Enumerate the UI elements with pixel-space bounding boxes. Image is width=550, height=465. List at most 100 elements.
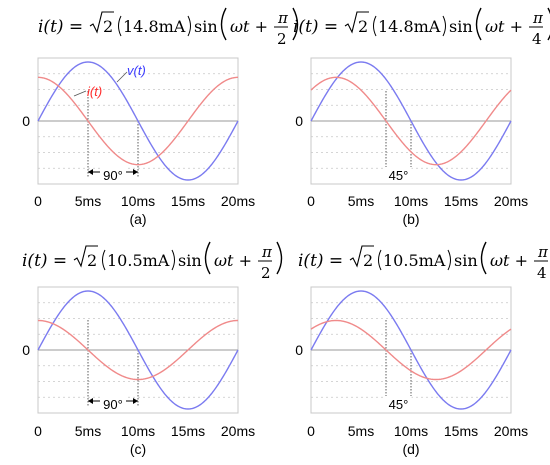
x-tick-label: 0 (307, 193, 315, 209)
big-paren-close (276, 241, 283, 275)
big-paren-close (547, 7, 550, 41)
series-line-voltage (310, 290, 512, 410)
series-line-current (310, 319, 512, 381)
legend-pointer (73, 90, 87, 97)
y-tick-label: 0 (22, 113, 30, 129)
x-tick-label: 0 (34, 423, 42, 439)
panel-caption: (d) (402, 441, 419, 457)
paren-close (171, 249, 175, 271)
annotation-label: 45° (389, 397, 409, 412)
annotation-label-bg (385, 396, 412, 411)
legend-pointer (116, 71, 128, 83)
x-tick-label: 15ms (171, 423, 205, 439)
equation: i(t) = 2 14.8mA sin ωt + π 2 (38, 7, 299, 48)
y-tick-label: 0 (295, 342, 303, 358)
equation-func: sin (454, 251, 478, 270)
series-line-current (37, 76, 239, 166)
x-tick-label: 20ms (494, 423, 528, 439)
equation: i(t) = 2 10.5mA sin ωt + π 2 (22, 241, 283, 282)
equation-lhs: i(t) = (38, 17, 83, 37)
paren-open (118, 15, 122, 37)
series-line-current (37, 319, 239, 381)
sqrt-radicand: 2 (363, 251, 373, 270)
annotation-label-bg (385, 167, 412, 182)
sqrt-radicand: 2 (87, 251, 97, 270)
equation-arg: ωt + (214, 251, 252, 270)
equation-arg: ωt + (490, 251, 528, 270)
series-line-voltage (37, 290, 239, 410)
series-line-voltage (310, 61, 512, 181)
paren-open (102, 249, 106, 271)
equation: i(t) = 2 10.5mA sin ωt + π 4 (298, 241, 549, 282)
series-line-voltage (37, 61, 239, 181)
annotation-label: 45° (389, 168, 409, 183)
annotation-label: 90° (103, 397, 123, 412)
sqrt-radicand: 2 (358, 17, 368, 36)
phase-numerator: π (532, 9, 544, 27)
big-paren-open (204, 241, 211, 275)
sqrt-sign (349, 245, 374, 268)
equation-amplitude: 14.8mA (123, 17, 186, 36)
paren-open (373, 15, 377, 37)
equation-lhs: i(t) = (22, 251, 67, 271)
equation-func: sin (194, 17, 218, 36)
equation-amplitude: 10.5mA (383, 251, 446, 270)
big-paren-open (475, 7, 482, 41)
x-tick-label: 10ms (121, 193, 155, 209)
equation-amplitude: 10.5mA (107, 251, 170, 270)
phase-numerator: π (277, 9, 289, 27)
equation: i(t) = 2 14.8mA sin ωt + π 4 (293, 7, 550, 48)
sqrt-radicand: 2 (103, 17, 113, 36)
y-tick-label: 0 (22, 342, 30, 358)
paren-open (378, 249, 382, 271)
x-tick-label: 20ms (221, 423, 255, 439)
x-tick-label: 5ms (348, 193, 374, 209)
x-tick-label: 10ms (394, 423, 428, 439)
chart-panel-a: i(t) = 2 14.8mA sin ωt + π 2 0 0 5ms 10ms 15ms 20ms 9… (22, 7, 299, 227)
series-line-current (310, 76, 512, 166)
arrow-head (88, 398, 93, 404)
x-tick-label: 10ms (121, 423, 155, 439)
x-tick-label: 20ms (221, 193, 255, 209)
equation-lhs: i(t) = (298, 251, 343, 271)
paren-close (442, 15, 446, 37)
arrow-head (133, 398, 138, 404)
x-tick-label: 15ms (444, 423, 478, 439)
panel-caption: (c) (130, 441, 146, 457)
equation-lhs: i(t) = (293, 17, 338, 37)
big-paren-open (220, 7, 227, 41)
phase-denominator: 2 (261, 264, 271, 282)
chart-panel-c: i(t) = 2 10.5mA sin ωt + π 2 0 0 5ms 10ms 15ms 20ms 9… (22, 241, 283, 457)
phase-denominator: 2 (277, 30, 287, 48)
equation-arg: ωt + (230, 17, 268, 36)
x-tick-label: 15ms (171, 193, 205, 209)
sqrt-sign (73, 245, 98, 268)
equation-arg: ωt + (485, 17, 523, 36)
annotation-label-bg (100, 396, 126, 411)
phase-numerator: π (261, 243, 273, 261)
chart-panel-d: i(t) = 2 10.5mA sin ωt + π 4 0 0 5ms 10ms 15ms 20ms 4… (295, 241, 549, 457)
panel-caption: (a) (129, 211, 146, 227)
phase-numerator: π (537, 243, 549, 261)
equation-func: sin (178, 251, 202, 270)
equation-func: sin (449, 17, 473, 36)
x-tick-label: 15ms (444, 193, 478, 209)
panel-caption: (b) (402, 211, 419, 227)
sqrt-sign (344, 11, 369, 34)
arrow-head (133, 169, 138, 175)
phase-denominator: 4 (532, 30, 542, 48)
paren-close (447, 249, 451, 271)
x-tick-label: 0 (307, 423, 315, 439)
x-tick-label: 5ms (348, 423, 374, 439)
arrow-head (88, 169, 93, 175)
x-tick-label: 10ms (394, 193, 428, 209)
paren-close (187, 15, 191, 37)
x-tick-label: 0 (34, 193, 42, 209)
big-paren-open (480, 241, 487, 275)
chart-panel-b: i(t) = 2 14.8mA sin ωt + π 4 0 0 5ms 10ms 15ms 20ms 4… (293, 7, 550, 227)
y-tick-label: 0 (295, 113, 303, 129)
sqrt-sign (89, 11, 114, 34)
legend-current: i(t) (87, 84, 102, 99)
x-tick-label: 5ms (75, 423, 101, 439)
